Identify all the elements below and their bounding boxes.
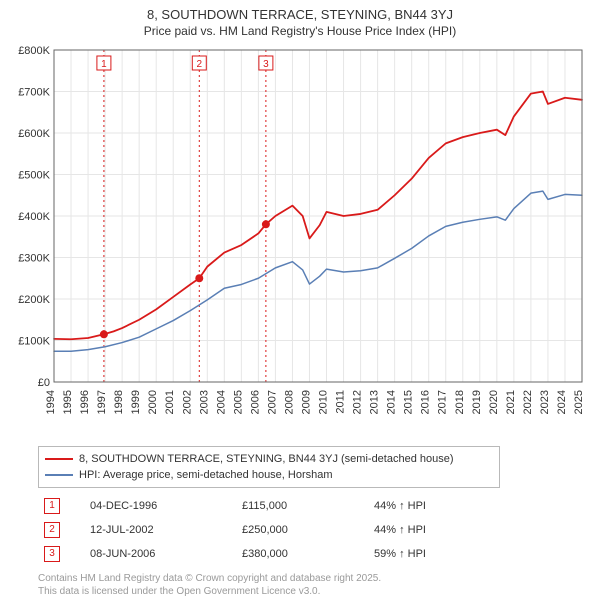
x-tick-label: 2005 — [232, 390, 244, 414]
y-tick-label: £800K — [18, 45, 50, 57]
x-tick-label: 2022 — [522, 390, 534, 414]
page-root: 8, SOUTHDOWN TERRACE, STEYNING, BN44 3YJ… — [0, 0, 600, 607]
x-tick-label: 2023 — [539, 390, 551, 414]
x-tick-label: 2021 — [505, 390, 517, 414]
event-price: £115,000 — [236, 494, 368, 518]
legend-item: HPI: Average price, semi-detached house,… — [45, 467, 493, 483]
x-tick-label: 1997 — [96, 390, 108, 414]
x-tick-label: 2025 — [573, 390, 585, 414]
footnote: Contains HM Land Registry data © Crown c… — [38, 572, 538, 599]
legend: 8, SOUTHDOWN TERRACE, STEYNING, BN44 3YJ… — [38, 446, 500, 488]
y-tick-label: £600K — [18, 128, 50, 140]
event-delta: 44% ↑ HPI — [368, 518, 486, 542]
x-tick-label: 2013 — [369, 390, 381, 414]
x-tick-label: 2000 — [147, 390, 159, 414]
event-delta: 59% ↑ HPI — [368, 542, 486, 566]
y-tick-label: £700K — [18, 86, 50, 98]
y-tick-label: £500K — [18, 169, 50, 181]
x-tick-label: 2011 — [335, 390, 347, 414]
event-badge: 3 — [263, 59, 269, 70]
x-tick-label: 1994 — [45, 390, 57, 414]
x-tick-label: 2016 — [420, 390, 432, 414]
chart: £0 £100K £200K £300K £400K £500K £600K £700K £80… — [8, 40, 592, 440]
event-price: £380,000 — [236, 542, 368, 566]
x-tick-label: 1999 — [130, 390, 142, 414]
footnote-line2: This data is licensed under the Open Gov… — [38, 585, 538, 599]
chart-svg: £0 £100K £200K £300K £400K £500K £600K £700K £80… — [8, 40, 592, 440]
y-tick-label: £0 — [38, 377, 50, 389]
event-row: 1 04-DEC-1996£115,00044% ↑ HPI — [38, 494, 486, 518]
x-tick-label: 2024 — [556, 390, 568, 414]
legend-label: HPI: Average price, semi-detached house,… — [79, 469, 333, 481]
legend-item: 8, SOUTHDOWN TERRACE, STEYNING, BN44 3YJ… — [45, 451, 493, 467]
x-tick-label: 2018 — [454, 390, 466, 414]
y-tick-label: £400K — [18, 211, 50, 223]
x-tick-label: 2020 — [488, 390, 500, 414]
chart-title-line2: Price paid vs. HM Land Registry's House … — [8, 24, 592, 38]
event-row: 3 08-JUN-2006£380,00059% ↑ HPI — [38, 542, 486, 566]
x-tick-label: 2015 — [403, 390, 415, 414]
event-number-badge: 1 — [44, 498, 60, 514]
event-delta: 44% ↑ HPI — [368, 494, 486, 518]
x-tick-label: 1996 — [79, 390, 91, 414]
x-tick-label: 2014 — [386, 390, 398, 414]
event-row: 2 12-JUL-2002£250,00044% ↑ HPI — [38, 518, 486, 542]
x-tick-label: 2003 — [198, 390, 210, 414]
footnote-line1: Contains HM Land Registry data © Crown c… — [38, 572, 538, 586]
event-date: 08-JUN-2006 — [84, 542, 236, 566]
event-badge: 2 — [197, 59, 203, 70]
y-tick-label: £100K — [18, 335, 50, 347]
legend-label: 8, SOUTHDOWN TERRACE, STEYNING, BN44 3YJ… — [79, 453, 454, 465]
x-tick-label: 2017 — [437, 390, 449, 414]
chart-title-line1: 8, SOUTHDOWN TERRACE, STEYNING, BN44 3YJ — [8, 6, 592, 24]
x-tick-label: 2004 — [215, 390, 227, 414]
x-tick-label: 2008 — [283, 390, 295, 414]
x-tick-label: 2012 — [352, 390, 364, 414]
x-tick-label: 2002 — [181, 390, 193, 414]
legend-swatch — [45, 458, 73, 460]
y-tick-label: £200K — [18, 294, 50, 306]
x-tick-label: 1998 — [113, 390, 125, 414]
x-tick-label: 2010 — [318, 390, 330, 414]
events-table: 1 04-DEC-1996£115,00044% ↑ HPI 2 12-JUL-200… — [38, 494, 588, 566]
legend-swatch — [45, 474, 73, 476]
x-tick-label: 2019 — [471, 390, 483, 414]
x-tick-label: 1995 — [62, 390, 74, 414]
x-tick-label: 2007 — [266, 390, 278, 414]
x-tick-label: 2001 — [164, 390, 176, 414]
event-badge: 1 — [101, 59, 107, 70]
event-date: 12-JUL-2002 — [84, 518, 236, 542]
x-tick-label: 2009 — [300, 390, 312, 414]
y-tick-label: £300K — [18, 252, 50, 264]
event-number-badge: 2 — [44, 522, 60, 538]
x-tick-label: 2006 — [249, 390, 261, 414]
event-number-badge: 3 — [44, 546, 60, 562]
event-date: 04-DEC-1996 — [84, 494, 236, 518]
event-price: £250,000 — [236, 518, 368, 542]
